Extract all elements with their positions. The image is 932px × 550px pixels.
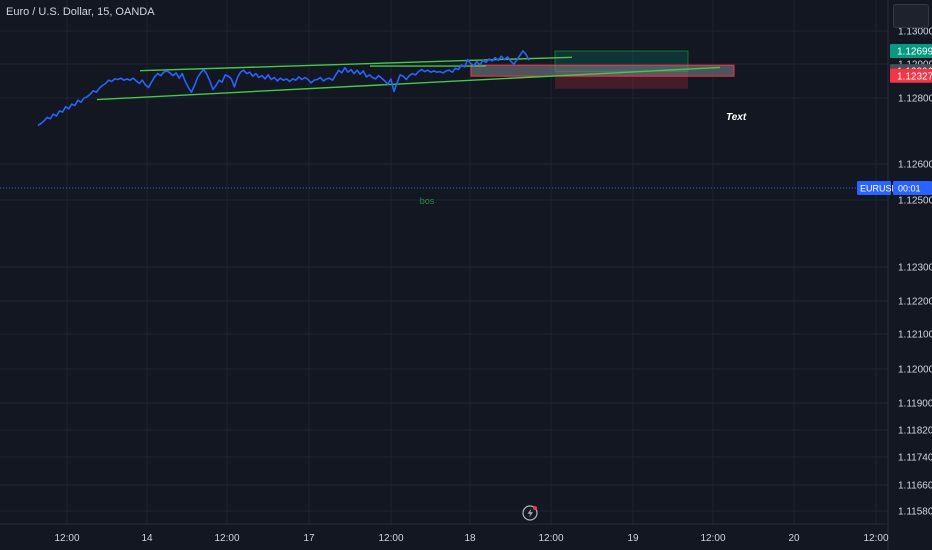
position-tool[interactable] <box>470 50 735 89</box>
y-tick-label: 1.13000 <box>898 27 932 38</box>
grid <box>0 0 888 524</box>
drawings[interactable] <box>96 56 721 101</box>
price-tag <box>890 44 932 59</box>
price-tag <box>890 68 932 83</box>
countdown-tag <box>893 181 932 195</box>
y-tick-label: 1.11900 <box>898 399 932 410</box>
x-tick-label: 12:00 <box>700 533 725 544</box>
lightning-icon[interactable] <box>522 505 538 521</box>
y-tick-label: 1.12000 <box>898 365 932 376</box>
y-tick-label: 1.11580 <box>898 507 932 518</box>
bos-label[interactable]: bos <box>420 196 435 206</box>
x-tick-label: 18 <box>464 533 476 544</box>
countdown-label: 00:01 <box>898 184 921 194</box>
x-tick-label: 17 <box>303 533 315 544</box>
text-annotation[interactable]: Text <box>726 112 747 123</box>
x-tick-label: 12:00 <box>538 533 563 544</box>
entry-zone-box[interactable] <box>470 64 735 77</box>
x-tick-label: 12:00 <box>863 533 888 544</box>
lower-channel-line[interactable] <box>96 66 721 101</box>
price-series <box>37 50 530 127</box>
annotations: bos Text <box>420 112 747 206</box>
y-tick-label: 1.12200 <box>898 297 932 308</box>
time-axis[interactable]: 12:00 14 12:00 17 12:00 18 12:00 19 12:00 20 12:00 <box>54 533 888 544</box>
y-tick-label: 1.12800 <box>898 94 932 105</box>
price-tag-label: 1.12699 <box>897 47 932 58</box>
x-tick-label: 12:00 <box>54 533 79 544</box>
symbol-legend[interactable]: Euro / U.S. Dollar, 15, OANDA <box>6 6 155 18</box>
x-tick-label: 20 <box>788 533 800 544</box>
price-tag-label: 1.12327 <box>897 71 932 82</box>
y-tick-label: 1.11820 <box>898 426 932 437</box>
x-tick-label: 12:00 <box>214 533 239 544</box>
price-scale-settings-icon[interactable] <box>893 4 929 28</box>
price-line <box>37 50 530 127</box>
y-tick-label: 1.12600 <box>898 160 932 171</box>
x-tick-label: 14 <box>141 533 153 544</box>
x-tick-label: 12:00 <box>378 533 403 544</box>
symbol-tag-label: EURUSD <box>860 184 899 194</box>
y-tick-label: 1.12300 <box>898 263 932 274</box>
y-tick-label: 1.12100 <box>898 330 932 341</box>
y-tick-label: 1.12500 <box>898 196 932 207</box>
y-tick-label: 1.11740 <box>898 453 932 464</box>
y-tick-label: 1.11660 <box>898 481 932 492</box>
upper-channel-line[interactable] <box>139 56 573 72</box>
symbol-tag <box>857 181 891 195</box>
x-tick-label: 19 <box>627 533 639 544</box>
